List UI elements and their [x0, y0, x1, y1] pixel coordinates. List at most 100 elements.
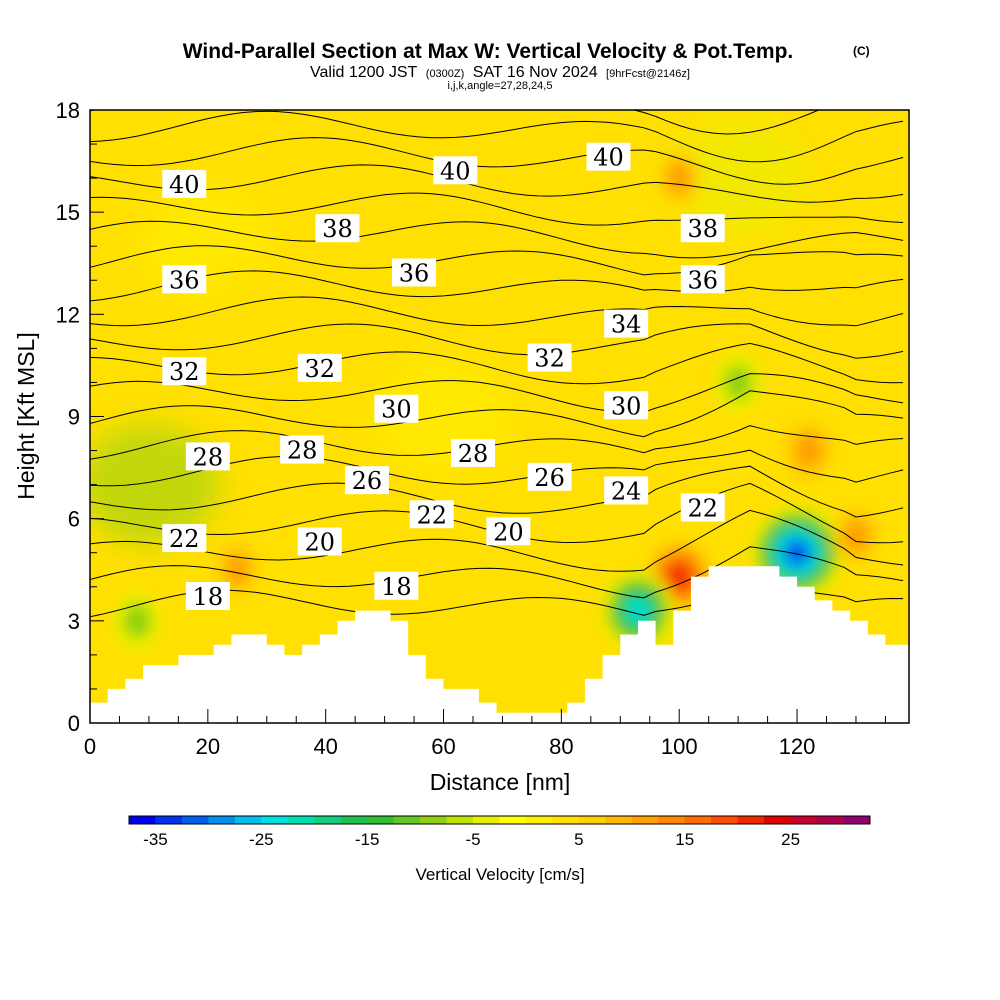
- isentrope-label-box: [297, 527, 342, 556]
- x-tick-label: 60: [431, 734, 455, 759]
- isentrope-label: 20: [297, 527, 342, 557]
- updraft-cell: [842, 518, 870, 554]
- isentrope-line: [90, 373, 904, 413]
- y-tick-label: 6: [68, 507, 80, 532]
- isentrope-label-text: 20: [305, 529, 336, 557]
- isentrope-line: [90, 390, 904, 438]
- isentrope-line: [90, 110, 820, 135]
- y-tick-label: 12: [56, 302, 80, 327]
- y-tick-label: 3: [68, 609, 80, 634]
- x-tick-label: 120: [779, 734, 816, 759]
- isentrope-label-text: 20: [493, 518, 524, 546]
- colorbar-swatch: [314, 816, 342, 824]
- colorbar-swatch: [605, 816, 633, 824]
- isentrope-label-text: 28: [458, 440, 489, 468]
- isentrope-label: 20: [486, 517, 531, 546]
- isentrope-label-text: 18: [193, 583, 224, 611]
- isentrope-label-text: 24: [611, 477, 642, 505]
- isentrope-label-box: [185, 442, 230, 471]
- isentrope-label-text: 28: [193, 443, 224, 471]
- colorbar-swatch: [658, 816, 686, 824]
- isentrope-label-text: 32: [534, 345, 565, 373]
- isentrope-label-box: [527, 462, 572, 491]
- isentrope-label-box: [162, 524, 207, 553]
- isentrope-label: 18: [185, 581, 230, 611]
- isentrope-label-text: 18: [381, 573, 412, 601]
- updraft-cell: [667, 564, 691, 590]
- isentrope-label-box: [344, 466, 389, 495]
- isentrope-label-box: [680, 493, 725, 522]
- isentrope-label: 28: [450, 438, 495, 468]
- subtitle-date: SAT 16 Nov 2024: [473, 64, 598, 81]
- y-axis: 0 3 6 9 12 15 18: [56, 98, 104, 736]
- isentrope-line: [90, 270, 904, 302]
- colorbar-swatch: [843, 816, 871, 824]
- terrain: [90, 566, 909, 723]
- colorbar-swatch: [737, 816, 765, 824]
- updraft-cell: [666, 161, 692, 195]
- isentrope-label-box: [433, 156, 478, 185]
- isentrope-label-text: 32: [305, 355, 336, 383]
- downdraft-cell: [724, 365, 752, 400]
- colorbar: -35 -25 -15 -5 5 15 25: [128, 815, 871, 849]
- isentrope-line: [90, 164, 904, 203]
- isentrope-label-text: 28: [287, 437, 318, 465]
- colorbar-swatch: [578, 816, 606, 824]
- isentrope-line: [90, 0, 903, 23]
- isentrope-label: 40: [162, 169, 207, 199]
- subtitle-forecast: [9hrFcst@2146z]: [606, 68, 690, 80]
- colorbar-tick-label: -35: [143, 830, 168, 849]
- isentrope-label-text: 34: [611, 311, 642, 339]
- colorbar-tick-label: 5: [574, 830, 583, 849]
- isentrope-line: [90, 425, 904, 460]
- chart-subtitle: Valid 1200 JST (0300Z) SAT 16 Nov 2024 […: [310, 64, 690, 81]
- isentrope-label: 28: [280, 435, 325, 465]
- chart-title: Wind-Parallel Section at Max W: Vertical…: [183, 40, 794, 63]
- x-axis: 0 20 40 60 80 100 120: [84, 709, 886, 759]
- isentrope-label-box: [604, 309, 649, 338]
- isentrope-line: [90, 546, 904, 599]
- colorbar-tick-label: -5: [465, 830, 480, 849]
- isentrope-label-text: 38: [688, 215, 719, 243]
- isentrope-label-text: 26: [352, 467, 383, 495]
- isentrope-line: [90, 192, 904, 226]
- x-axis-label: Distance [nm]: [430, 769, 571, 795]
- isentrope-label-text: 22: [688, 494, 719, 522]
- isentrope-label: 30: [374, 394, 419, 424]
- y-axis-label: Height [Kft MSL]: [13, 332, 39, 499]
- colorbar-frame: [128, 815, 871, 825]
- colorbar-swatch: [631, 816, 659, 824]
- colorbar-swatch: [764, 816, 792, 824]
- colorbar-swatch: [525, 816, 553, 824]
- colorbar-swatch: [208, 816, 236, 824]
- isentrope-label: 38: [315, 214, 360, 243]
- isentrope-label-box: [527, 343, 572, 372]
- isentrope-label-box: [162, 169, 207, 198]
- downdraft-cell: [787, 543, 807, 563]
- isentrope-label-box: [604, 391, 649, 420]
- isentrope-label: 38: [680, 214, 725, 243]
- isentrope-line: [90, 137, 904, 185]
- isentrope-label: 34: [604, 309, 649, 339]
- isentrope-label-box: [297, 353, 342, 382]
- isentrope-label-box: [374, 571, 419, 600]
- isentrope-line: [90, 6, 903, 40]
- isentrope-label-box: [162, 265, 207, 294]
- isentrope-label: 32: [297, 353, 342, 383]
- isentrope-label-text: 40: [169, 171, 200, 199]
- colorbar-swatch: [367, 816, 395, 824]
- updraft-cell: [793, 432, 824, 469]
- isentrope-label-text: 36: [169, 266, 200, 294]
- isentrope-label: 22: [409, 500, 454, 529]
- isentrope-label: 18: [374, 571, 419, 601]
- isentrope-line: [90, 296, 904, 327]
- isentrope-label-text: 30: [611, 392, 642, 420]
- colorbar-swatch: [552, 816, 580, 824]
- isentrope-label-text: 22: [169, 525, 200, 553]
- isentrope-label: 40: [433, 156, 478, 185]
- isentrope-label: 26: [344, 466, 389, 495]
- isentrope-label: 30: [604, 391, 649, 420]
- x-tick-label: 40: [313, 734, 337, 759]
- isentrope-label-box: [604, 476, 649, 505]
